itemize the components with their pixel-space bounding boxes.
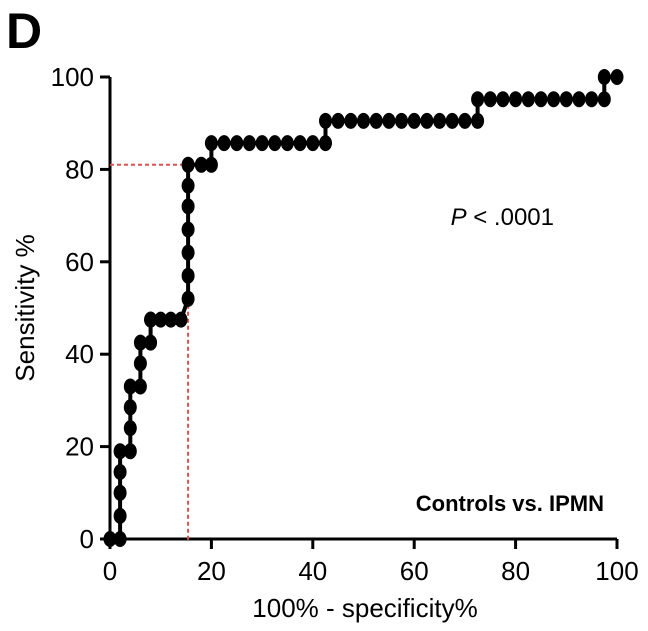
roc-point [610,69,624,85]
roc-point [382,112,396,129]
roc-curve-line [110,75,617,541]
x-axis-title: 100% - specificity% [252,593,477,623]
roc-point [534,91,548,108]
roc-point [144,334,158,351]
roc-point [181,198,195,215]
p-value-text: < .0001 [467,204,554,231]
panel-letter: D [6,3,42,59]
roc-point [547,91,561,108]
y-tick-label: 60 [65,247,94,277]
roc-point [230,135,244,152]
x-tick-label: 80 [501,556,530,586]
roc-point [395,112,408,129]
roc-point [521,91,535,108]
x-tick-label: 100 [595,556,638,586]
roc-point [471,91,485,108]
roc-point [471,112,485,129]
roc-point [174,311,188,328]
roc-point [164,311,178,328]
roc-point [559,91,573,108]
roc-point [496,91,510,108]
roc-point [123,443,137,460]
roc-point [123,420,137,437]
roc-point [181,244,195,261]
roc-point [433,112,447,129]
roc-point [420,112,434,129]
roc-point [133,355,147,372]
roc-point [407,112,421,129]
roc-point [181,177,195,194]
p-value-italic: P [451,204,467,231]
roc-point [483,91,497,108]
roc-point [306,135,320,152]
data-points [103,69,624,547]
roc-point [123,399,137,416]
roc-point [181,267,195,284]
roc-point [204,156,218,173]
y-tick-label: 0 [80,524,94,554]
roc-point [445,112,459,129]
roc-point [133,378,147,395]
roc-point [597,91,611,108]
roc-point [255,135,269,152]
roc-point [133,334,147,351]
roc-point [268,135,282,152]
roc-point [181,290,195,307]
y-tick-label: 20 [65,432,94,462]
roc-point [585,91,599,108]
roc-point [113,531,127,547]
roc-point [113,443,127,460]
roc-point [123,378,137,395]
roc-point [181,156,195,173]
roc-point [509,91,523,108]
roc-point [242,135,256,152]
x-tick-label: 20 [197,556,226,586]
roc-point [597,69,611,85]
roc-point [319,112,332,129]
axes: 0 20 40 60 80 100 0 20 40 60 80 100 [51,62,639,586]
roc-point [572,91,586,108]
roc-point [113,464,127,480]
roc-point [113,484,127,501]
roc-point [331,112,345,129]
p-value-annotation: P < .0001 [451,204,554,231]
roc-point [319,135,332,152]
roc-point [458,112,472,129]
y-tick-label: 80 [65,154,94,184]
roc-point [280,135,294,152]
roc-point [204,135,218,152]
x-tick-label: 60 [400,556,429,586]
roc-point [181,221,195,238]
roc-point [369,112,383,129]
roc-point [194,156,208,173]
comparison-label: Controls vs. IPMN [416,491,604,516]
y-tick-label: 40 [65,339,94,369]
roc-point [113,507,127,524]
x-tick-label: 40 [298,556,327,586]
roc-point [154,311,168,328]
roc-point [103,531,117,547]
roc-point [293,135,307,152]
roc-point [357,112,370,129]
x-tick-label: 0 [103,556,117,586]
y-axis-title: Sensitivity % [10,234,40,381]
y-tick-label: 100 [51,62,94,92]
roc-point [144,311,158,328]
roc-point [344,112,358,129]
roc-point [217,135,231,152]
cutoff-lines [110,163,190,541]
